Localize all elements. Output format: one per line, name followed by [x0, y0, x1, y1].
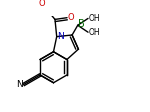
Text: N: N: [16, 80, 22, 89]
Text: OH: OH: [89, 14, 100, 23]
Text: OH: OH: [89, 28, 100, 37]
Text: O: O: [39, 0, 45, 8]
Text: B: B: [78, 19, 85, 29]
Text: N: N: [58, 32, 64, 41]
Text: O: O: [68, 13, 75, 22]
